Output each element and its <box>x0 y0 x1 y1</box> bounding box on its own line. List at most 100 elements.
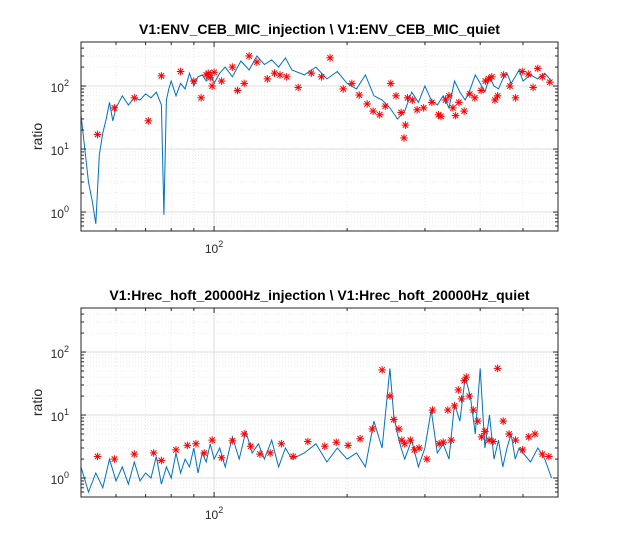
top-marker <box>375 110 384 119</box>
bottom-marker <box>256 450 264 458</box>
top-ticks <box>81 42 558 231</box>
bottom-y-tick-label: 102 <box>51 344 69 361</box>
bottom-marker <box>183 441 192 450</box>
top-marker <box>317 73 326 81</box>
bottom-marker <box>454 386 463 394</box>
bottom-marker <box>172 446 180 454</box>
bottom-marker <box>368 425 377 433</box>
bottom-axes-box <box>80 307 559 498</box>
top-marker <box>538 73 547 81</box>
top-marker <box>190 77 198 85</box>
bottom-marker <box>228 436 237 445</box>
top-marker <box>511 94 520 102</box>
bottom-marker <box>157 456 166 465</box>
top-marker <box>339 85 348 93</box>
top-marker <box>206 74 214 82</box>
bottom-markers <box>93 364 553 465</box>
top-marker <box>524 70 533 78</box>
top-marker <box>294 83 302 92</box>
bottom-marker <box>423 455 431 463</box>
bottom-marker <box>277 439 286 448</box>
top-marker <box>276 71 284 79</box>
bottom-x-tick-label: 102 <box>205 505 223 522</box>
top-marker <box>533 64 542 73</box>
top-marker <box>144 117 153 125</box>
top-marker <box>363 100 371 108</box>
top-marker <box>460 107 468 115</box>
bottom-y-tick-label: 100 <box>51 470 69 487</box>
top-plot-y-axis-label: ratio <box>29 123 45 150</box>
top-marker <box>253 58 261 66</box>
top-marker <box>263 75 272 83</box>
bottom-marker <box>457 395 466 403</box>
top-marker <box>397 108 405 117</box>
top-y-tick-label: 102 <box>51 78 69 95</box>
bottom-marker <box>505 430 513 438</box>
top-marker <box>499 71 508 79</box>
top-marker <box>282 73 291 81</box>
top-marker <box>419 104 428 112</box>
bottom-marker <box>428 406 437 414</box>
top-marker <box>386 79 395 88</box>
top-marker <box>369 107 377 115</box>
bottom-marker <box>462 373 471 381</box>
bottom-y-tick-label: 101 <box>51 407 69 424</box>
bottom-marker <box>386 392 394 400</box>
top-marker <box>400 134 408 142</box>
bottom-marker <box>246 442 255 451</box>
top-marker <box>428 98 436 107</box>
bottom-marker <box>208 436 216 444</box>
bottom-marker <box>192 439 200 448</box>
bottom-marker <box>110 455 119 463</box>
bottom-plot-y-axis-label: ratio <box>29 389 45 416</box>
bottom-marker <box>320 442 329 451</box>
bottom-marker <box>493 364 502 373</box>
bottom-marker <box>444 406 452 414</box>
top-plot-title: V1:ENV_CEB_MIC_injection \ V1:ENV_CEB_MI… <box>139 21 500 37</box>
top-x-tick-label: 102 <box>205 239 223 256</box>
bottom-marker <box>266 449 275 457</box>
top-series-line <box>81 55 552 224</box>
top-marker <box>210 68 218 77</box>
top-marker <box>488 73 496 81</box>
top-marker <box>455 98 463 107</box>
bottom-marker <box>200 449 209 457</box>
bottom-marker <box>545 452 553 461</box>
top-y-tick-label: 100 <box>51 204 69 221</box>
top-marker <box>326 54 334 62</box>
bottom-marker <box>518 446 527 454</box>
top-marker <box>270 69 279 77</box>
bottom-marker <box>389 415 398 424</box>
top-marker <box>441 96 450 104</box>
top-axes-box <box>80 41 559 232</box>
top-marker <box>93 130 102 139</box>
top-marker <box>217 77 226 85</box>
bottom-marker <box>149 449 158 457</box>
top-marker <box>381 102 390 110</box>
bottom-marker <box>469 406 478 414</box>
top-marker <box>130 94 139 102</box>
top-marker <box>110 104 119 112</box>
top-marker <box>449 104 457 112</box>
bottom-marker <box>130 450 139 458</box>
bottom-ticks <box>81 308 558 497</box>
bottom-marker <box>524 433 533 441</box>
bottom-marker <box>511 436 520 444</box>
top-marker <box>437 112 445 121</box>
top-marker <box>348 79 356 88</box>
top-marker <box>493 91 502 100</box>
bottom-marker <box>400 439 409 448</box>
bottom-plot-area <box>81 308 558 497</box>
bottom-marker <box>439 438 448 447</box>
bottom-marker <box>465 392 474 400</box>
bottom-marker <box>93 452 102 461</box>
bottom-marker <box>499 417 508 425</box>
bottom-marker <box>240 430 248 438</box>
top-marker <box>307 69 316 77</box>
bottom-marker <box>477 433 486 441</box>
bottom-marker <box>289 452 297 461</box>
top-marker <box>484 75 493 83</box>
top-marker <box>401 121 410 129</box>
bottom-marker <box>356 434 364 443</box>
